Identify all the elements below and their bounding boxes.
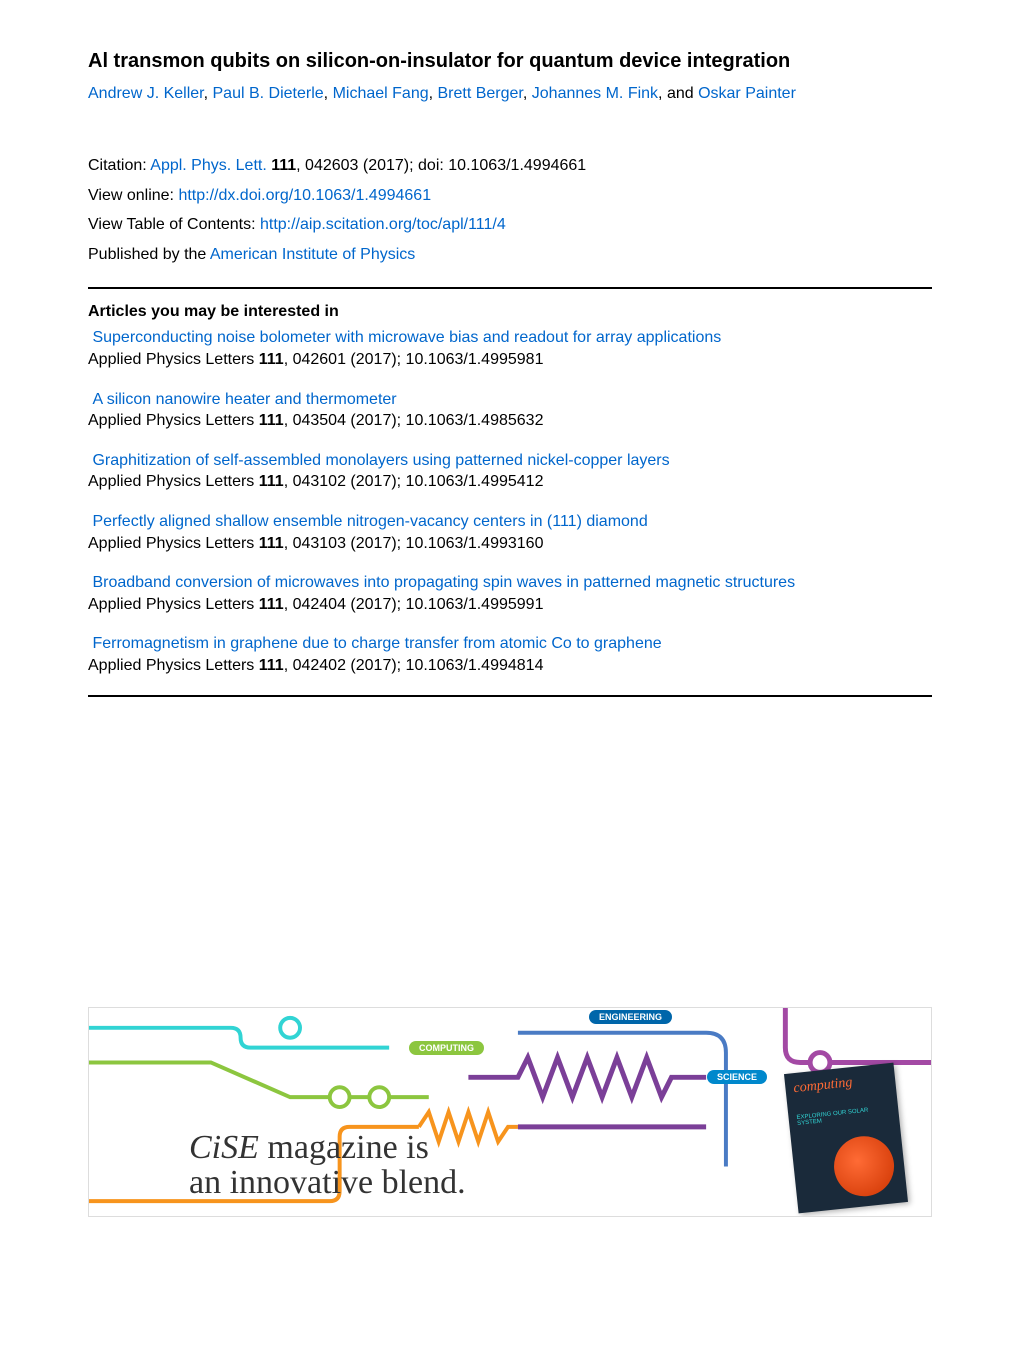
citation-block: Citation: Appl. Phys. Lett. 111, 042603 … [88,151,932,269]
banner-line2: an innovative blend. [189,1164,466,1201]
related-article-link[interactable]: Broadband conversion of microwaves into … [92,574,795,591]
related-article-link[interactable]: A silicon nanowire heater and thermomete… [92,391,396,408]
author-link[interactable]: Andrew J. Keller [88,85,204,102]
view-online-line: View online: http://dx.doi.org/10.1063/1… [88,181,932,211]
related-article-ref: Applied Physics Letters 111, 042404 (201… [88,594,932,616]
divider [88,287,932,289]
published-label: Published by the [88,246,210,263]
pill-computing: COMPUTING [409,1041,484,1055]
volume: 111 [267,157,296,174]
pill-engineering: ENGINEERING [589,1010,672,1024]
pill-science: SCIENCE [707,1070,767,1084]
author-link[interactable]: Oskar Painter [698,85,796,102]
cise-logo: CiSE [189,1129,259,1166]
related-article-link[interactable]: Graphitization of self-assembled monolay… [92,452,669,469]
author-link[interactable]: Paul B. Dieterle [213,85,324,102]
divider [88,695,932,697]
publisher-link[interactable]: American Institute of Physics [210,246,415,263]
view-online-label: View online: [88,187,178,204]
related-article: A silicon nanowire heater and thermomete… [88,389,932,432]
magazine-subtitle: EXPLORING OUR SOLAR SYSTEM [796,1105,891,1127]
doi-link[interactable]: http://dx.doi.org/10.1063/1.4994661 [178,187,431,204]
article-title: Al transmon qubits on silicon-on-insulat… [88,50,932,73]
journal-link[interactable]: Appl. Phys. Lett. [150,157,267,174]
ad-banner[interactable]: COMPUTING ENGINEERING SCIENCE CiSE magaz… [88,1007,932,1217]
related-article-link[interactable]: Perfectly aligned shallow ensemble nitro… [92,513,647,530]
banner-line1: magazine is [259,1129,429,1166]
related-article-ref: Applied Physics Letters 111, 042402 (201… [88,655,932,677]
magazine-cover: computing EXPLORING OUR SOLAR SYSTEM [784,1062,908,1213]
citation-line: Citation: Appl. Phys. Lett. 111, 042603 … [88,151,932,181]
toc-line: View Table of Contents: http://aip.scita… [88,210,932,240]
related-article: Graphitization of self-assembled monolay… [88,450,932,493]
related-article: Ferromagnetism in graphene due to charge… [88,633,932,676]
author-link[interactable]: Brett Berger [438,85,523,102]
author-link[interactable]: Michael Fang [333,85,429,102]
published-line: Published by the American Institute of P… [88,240,932,270]
authors-list: Andrew J. Keller, Paul B. Dieterle, Mich… [88,85,932,103]
authors-and: , and [658,85,698,102]
related-article-link[interactable]: Ferromagnetism in graphene due to charge… [92,635,661,652]
related-article-ref: Applied Physics Letters 111, 043504 (201… [88,410,932,432]
toc-label: View Table of Contents: [88,216,260,233]
related-article: Superconducting noise bolometer with mic… [88,327,932,370]
related-article-ref: Applied Physics Letters 111, 043103 (201… [88,533,932,555]
magazine-art [831,1133,897,1199]
citation-label: Citation: [88,157,150,174]
related-article-link[interactable]: Superconducting noise bolometer with mic… [92,329,721,346]
related-article-ref: Applied Physics Letters 111, 043102 (201… [88,471,932,493]
author-link[interactable]: Johannes M. Fink [532,85,658,102]
banner-headline: CiSE magazine is an innovative blend. [189,1130,466,1201]
related-article: Perfectly aligned shallow ensemble nitro… [88,511,932,554]
magazine-title: computing [793,1071,888,1097]
related-article: Broadband conversion of microwaves into … [88,572,932,615]
related-heading: Articles you may be interested in [88,303,932,321]
toc-link[interactable]: http://aip.scitation.org/toc/apl/111/4 [260,216,506,233]
related-article-ref: Applied Physics Letters 111, 042601 (201… [88,349,932,371]
citation-rest: , 042603 (2017); doi: 10.1063/1.4994661 [296,157,586,174]
